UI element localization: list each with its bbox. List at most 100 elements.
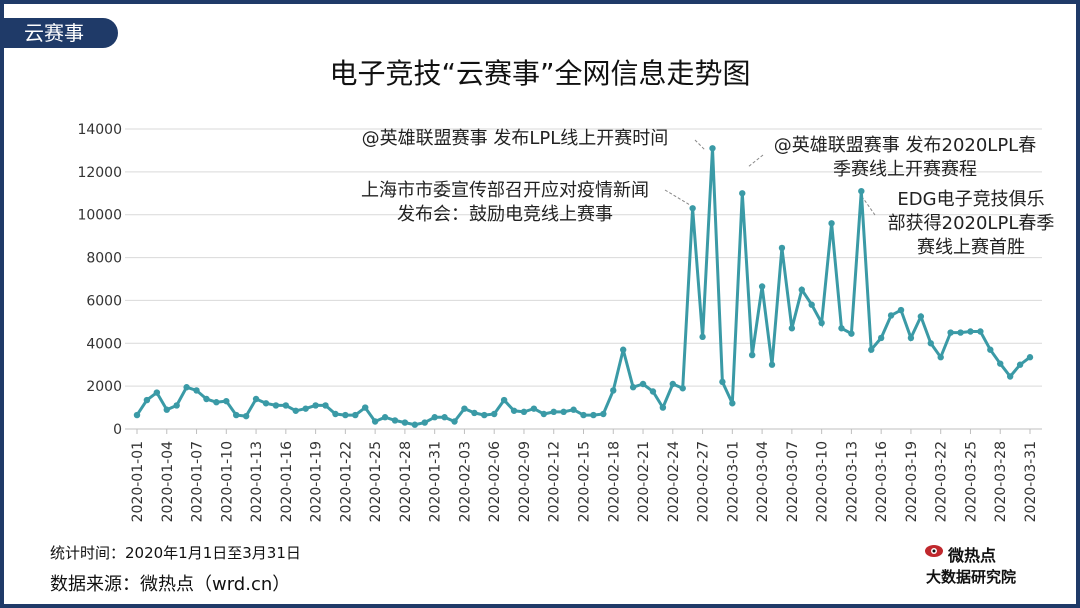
data-point	[431, 414, 438, 421]
data-point	[590, 411, 597, 419]
data-point	[332, 410, 339, 418]
data-point	[292, 407, 299, 414]
x-tick-label: 2020-01-16	[279, 441, 295, 522]
annotation-text: 上海市市委宣传部召开应对疫情新闻	[361, 180, 649, 201]
x-tick-label: 2020-01-19	[309, 441, 325, 522]
data-point	[887, 312, 895, 319]
y-axis: 0 2000 4000 6000 8000 10000 12000 14000	[77, 122, 122, 438]
data-point	[639, 380, 647, 388]
data-point	[739, 190, 746, 197]
x-tick-label: 2020-03-19	[904, 441, 920, 522]
data-point	[143, 396, 151, 404]
data-point	[570, 406, 577, 413]
data-point	[233, 411, 240, 419]
x-tick-label: 2020-03-16	[874, 441, 890, 522]
data-point	[441, 414, 448, 421]
annotation-text: 部获得2020LPL春季	[888, 213, 1055, 234]
x-tick-label: 2020-03-28	[993, 441, 1009, 522]
x-tick-label: 2020-01-04	[160, 441, 176, 522]
x-tick-label: 2020-01-13	[249, 441, 265, 522]
data-point	[699, 333, 706, 341]
series-points	[133, 145, 1034, 428]
data-point	[133, 411, 141, 419]
x-tick-label: 2020-03-04	[755, 441, 771, 522]
data-point	[193, 387, 200, 394]
data-point	[848, 330, 855, 337]
y-tick-label: 10000	[77, 208, 122, 224]
data-point	[748, 351, 756, 359]
x-tick-label: 2020-03-07	[785, 441, 801, 522]
data-point	[272, 402, 280, 409]
data-point	[223, 397, 230, 405]
chart-title: 电子竞技“云赛事”全网信息走势图	[329, 57, 751, 90]
data-point	[619, 346, 627, 353]
data-point	[391, 417, 399, 424]
annotation-leader	[747, 154, 764, 168]
data-point	[808, 301, 815, 308]
x-tick-label: 2020-02-18	[606, 441, 622, 522]
annotation-text: 发布会：鼓励电竞线上赛事	[397, 204, 613, 225]
annotation-leaders	[664, 139, 876, 216]
annotation-text: EDG电子竞技俱乐	[897, 189, 1044, 210]
y-tick-label: 6000	[86, 293, 122, 309]
data-point	[977, 328, 984, 335]
data-point	[471, 409, 478, 417]
y-tick-label: 4000	[86, 336, 122, 352]
data-point	[877, 334, 885, 342]
data-point	[362, 404, 369, 411]
data-point	[629, 384, 637, 391]
data-point	[421, 419, 428, 426]
x-tick-label: 2020-01-25	[368, 441, 384, 522]
data-point	[758, 283, 766, 290]
data-point	[213, 399, 220, 406]
data-point	[520, 408, 528, 416]
data-point	[1016, 361, 1024, 368]
logo-name: 微热点	[948, 546, 997, 565]
y-tick-label: 14000	[77, 122, 122, 138]
data-point	[798, 286, 805, 293]
data-point	[649, 388, 657, 395]
data-point	[818, 319, 825, 327]
data-point	[312, 402, 319, 409]
x-tick-label: 2020-03-31	[1023, 441, 1039, 522]
annotation-text: @英雄联盟赛事 发布LPL线上开赛时间	[362, 128, 669, 149]
x-tick-label: 2020-01-22	[338, 441, 354, 522]
data-point	[322, 402, 329, 409]
data-point	[788, 325, 796, 332]
data-point	[510, 407, 518, 414]
data-point	[987, 346, 994, 353]
data-point	[858, 187, 865, 195]
stat-time: 统计时间：2020年1月1日至3月31日	[50, 544, 301, 562]
data-point	[242, 412, 250, 420]
x-tick-label: 2020-02-12	[547, 441, 563, 522]
data-point	[719, 378, 726, 386]
data-point	[997, 360, 1004, 367]
data-point	[550, 408, 557, 416]
x-tick-label: 2020-01-07	[190, 441, 206, 522]
data-point	[302, 405, 309, 412]
data-point	[768, 361, 776, 368]
data-point	[907, 334, 915, 342]
data-point	[828, 220, 835, 227]
x-tick-label: 2020-02-21	[636, 441, 652, 522]
x-tick-label: 2020-02-06	[487, 441, 503, 522]
logo-subtitle: 大数据研究院	[926, 568, 1017, 586]
data-point	[461, 405, 468, 412]
x-tick-label: 2020-02-24	[666, 441, 682, 522]
x-tick-label: 2020-02-27	[696, 441, 712, 522]
data-point	[352, 411, 359, 419]
data-point	[252, 395, 260, 403]
data-point	[451, 418, 458, 425]
data-point	[153, 389, 161, 396]
data-point	[927, 340, 934, 347]
data-point	[917, 313, 925, 320]
data-point	[937, 354, 944, 361]
eye-logo-icon	[925, 545, 943, 557]
data-point	[401, 419, 409, 426]
data-point	[897, 306, 905, 314]
annotation-leader	[862, 197, 876, 216]
data-point	[669, 380, 676, 388]
data-point	[967, 328, 974, 335]
